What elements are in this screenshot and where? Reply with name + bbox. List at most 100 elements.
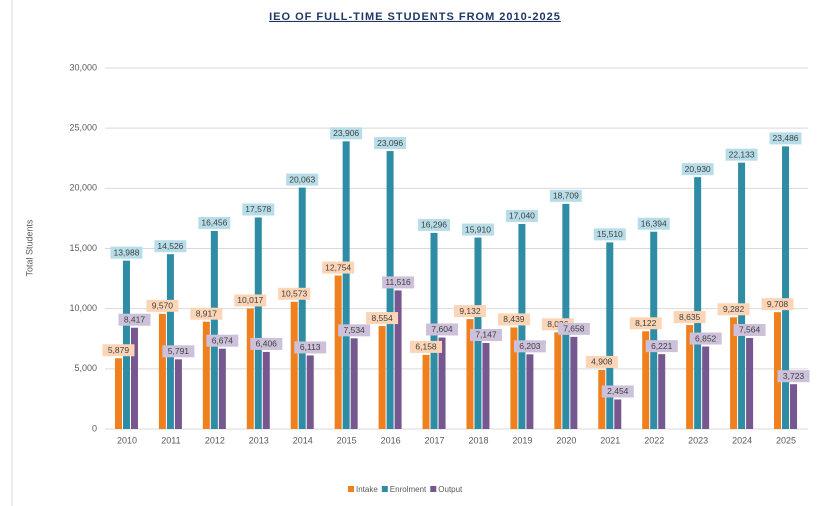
y-tick-label: 20,000 bbox=[69, 183, 97, 193]
value-label-bg bbox=[769, 132, 802, 145]
bar bbox=[570, 336, 578, 429]
x-tick-label: 2014 bbox=[293, 435, 313, 445]
value-label: 8,417 bbox=[124, 314, 146, 324]
value-label: 6,113 bbox=[300, 342, 321, 352]
value-label-bg bbox=[382, 276, 415, 289]
value-label-bg bbox=[673, 311, 706, 324]
value-label: 12,754 bbox=[325, 262, 351, 272]
value-label: 7,147 bbox=[475, 330, 497, 340]
value-label-bg bbox=[410, 340, 443, 353]
value-label: 18,709 bbox=[553, 191, 579, 201]
value-label-bg bbox=[601, 385, 634, 398]
value-label: 9,570 bbox=[152, 301, 174, 311]
value-label: 9,132 bbox=[459, 306, 481, 316]
value-label: 6,203 bbox=[519, 341, 541, 351]
value-label: 23,906 bbox=[333, 128, 359, 138]
legend-swatch bbox=[381, 486, 388, 492]
bar bbox=[218, 348, 226, 429]
value-label-bg bbox=[250, 337, 283, 350]
bar bbox=[438, 337, 446, 429]
value-label-bg bbox=[761, 298, 794, 311]
value-label: 8,439 bbox=[503, 314, 525, 324]
value-label: 8,554 bbox=[371, 313, 393, 323]
value-label-bg bbox=[629, 317, 662, 330]
legend-label: Intake bbox=[356, 485, 378, 494]
value-label: 23,096 bbox=[377, 138, 403, 148]
value-label: 5,791 bbox=[168, 346, 190, 356]
value-label: 7,534 bbox=[344, 325, 366, 335]
chart-title: IEO OF FULL-TIME STUDENTS FROM 2010-2025 bbox=[269, 11, 561, 23]
value-label: 15,510 bbox=[597, 229, 623, 239]
value-label: 15,910 bbox=[465, 224, 491, 234]
bar bbox=[342, 141, 350, 430]
value-label-bg bbox=[733, 323, 766, 336]
x-tick-label: 2024 bbox=[732, 435, 752, 445]
y-axis-title: Total Students bbox=[24, 219, 34, 277]
value-label-bg bbox=[154, 240, 187, 253]
value-label-bg bbox=[585, 355, 618, 368]
bar bbox=[306, 355, 314, 429]
x-tick-label: 2012 bbox=[205, 435, 225, 445]
bar bbox=[290, 301, 298, 429]
value-label: 23,486 bbox=[773, 133, 799, 143]
value-label: 20,063 bbox=[289, 174, 315, 184]
bar bbox=[518, 223, 526, 429]
value-label-bg bbox=[338, 324, 371, 337]
value-label-bg bbox=[278, 287, 311, 300]
x-tick-label: 2017 bbox=[425, 435, 445, 445]
bar bbox=[350, 338, 358, 429]
value-label-bg bbox=[637, 217, 670, 230]
legend-swatch bbox=[348, 486, 354, 492]
bar bbox=[598, 369, 606, 429]
value-label-bg bbox=[469, 328, 502, 341]
bar bbox=[386, 151, 394, 430]
x-tick-label: 2015 bbox=[337, 435, 357, 445]
x-tick-label: 2010 bbox=[117, 435, 137, 445]
bar bbox=[730, 317, 738, 429]
y-tick-label: 15,000 bbox=[69, 243, 97, 253]
bar bbox=[334, 275, 342, 429]
value-label-bg bbox=[190, 307, 223, 320]
value-label: 2,454 bbox=[607, 386, 629, 396]
y-tick-label: 5,000 bbox=[74, 363, 97, 373]
value-label-bg bbox=[110, 246, 143, 259]
value-label-bg bbox=[418, 218, 451, 231]
value-label: 7,604 bbox=[431, 324, 453, 334]
value-label: 7,658 bbox=[563, 324, 585, 334]
bar bbox=[526, 354, 534, 429]
value-label: 6,158 bbox=[415, 342, 437, 352]
value-label-bg bbox=[549, 189, 582, 202]
bar bbox=[174, 359, 182, 429]
value-label: 11,516 bbox=[385, 277, 411, 287]
value-label: 8,917 bbox=[196, 308, 218, 318]
value-label-bg bbox=[645, 340, 678, 353]
bar bbox=[650, 231, 658, 429]
bar bbox=[614, 399, 622, 429]
bar bbox=[482, 342, 490, 429]
value-label-bg bbox=[505, 209, 538, 222]
value-label-bg bbox=[453, 305, 486, 318]
value-label: 14,526 bbox=[157, 241, 183, 251]
value-label: 6,406 bbox=[256, 339, 278, 349]
x-tick-label: 2020 bbox=[556, 435, 576, 445]
x-tick-label: 2023 bbox=[688, 435, 708, 445]
bar bbox=[298, 187, 306, 429]
x-tick-label: 2016 bbox=[381, 435, 401, 445]
value-label-bg bbox=[118, 313, 151, 326]
bar bbox=[262, 351, 270, 429]
value-label-bg bbox=[497, 313, 530, 326]
value-label-bg bbox=[294, 341, 327, 354]
value-label-bg bbox=[426, 323, 459, 336]
bar bbox=[554, 332, 562, 429]
bar bbox=[466, 319, 474, 429]
value-label-bg bbox=[557, 322, 590, 335]
x-tick-label: 2013 bbox=[249, 435, 269, 445]
bar bbox=[782, 146, 790, 429]
bar bbox=[166, 254, 174, 429]
bar bbox=[210, 230, 218, 429]
value-label-bg bbox=[681, 163, 714, 176]
value-label-bg bbox=[717, 303, 750, 316]
value-label: 16,296 bbox=[421, 220, 447, 230]
x-tick-label: 2021 bbox=[600, 435, 620, 445]
value-label: 8,122 bbox=[635, 318, 657, 328]
